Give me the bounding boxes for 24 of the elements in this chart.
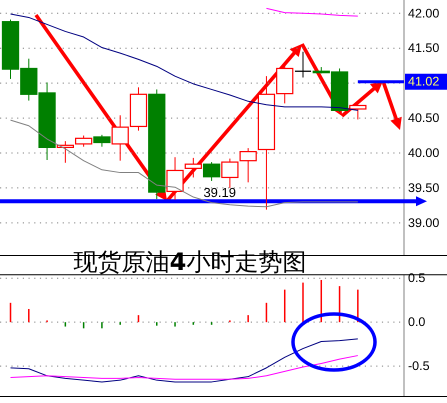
candlestick xyxy=(184,157,202,178)
y-tick-label: 39.50 xyxy=(408,180,440,195)
y-tick-label: 0.5 xyxy=(408,271,426,286)
line-series xyxy=(10,338,358,382)
candlestick xyxy=(202,162,220,182)
line-series xyxy=(266,8,358,17)
y-tick-label: 40.00 xyxy=(408,146,440,160)
ref-line-label: 41.02 xyxy=(408,74,440,89)
candlestick xyxy=(221,158,239,188)
y-tick-label: -0.5 xyxy=(408,359,430,374)
y-tick-label: 41.50 xyxy=(408,41,440,56)
y-tick-label: 42.00 xyxy=(408,6,440,20)
line-series xyxy=(10,355,358,380)
candlestick xyxy=(74,135,92,148)
candlestick xyxy=(294,51,312,78)
annotation: 39.19 xyxy=(203,185,236,200)
y-tick-label: 0.0 xyxy=(408,315,426,330)
y-tick-label: 40.50 xyxy=(408,111,440,126)
candlestick xyxy=(240,148,257,183)
candlestick xyxy=(349,104,366,120)
candlestick xyxy=(56,140,74,164)
candlestick xyxy=(93,134,111,148)
y-tick-label: 39.00 xyxy=(408,216,440,230)
candlestick xyxy=(166,156,184,200)
